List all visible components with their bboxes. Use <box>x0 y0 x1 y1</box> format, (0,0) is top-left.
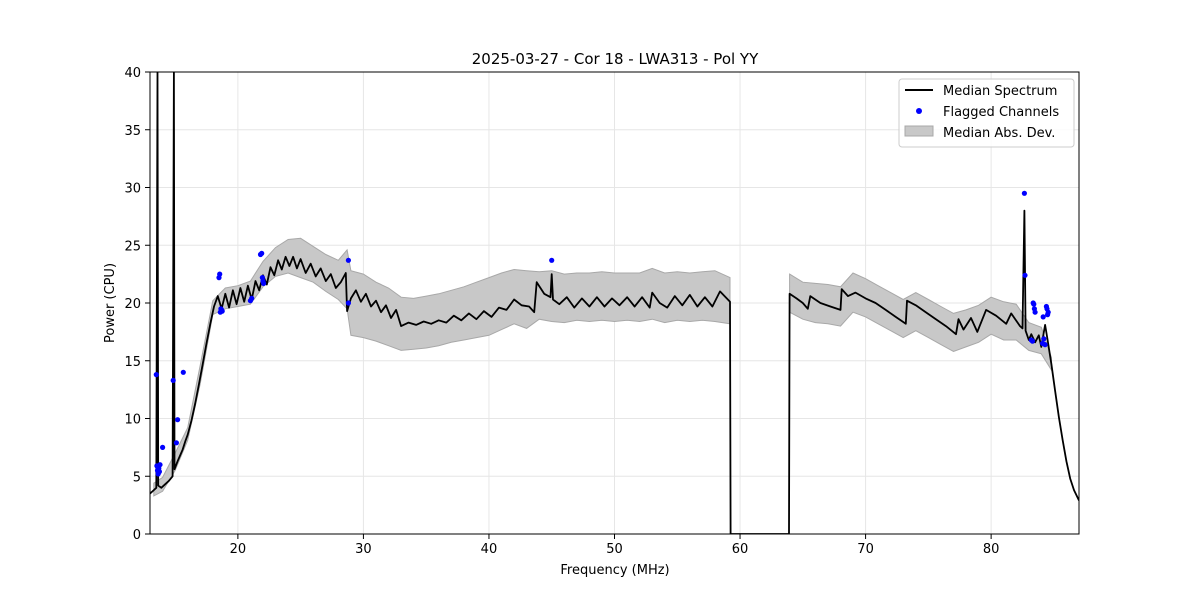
flagged-channel-point <box>259 250 265 256</box>
flagged-channel-point <box>1032 309 1038 315</box>
x-tick-label: 60 <box>732 542 749 557</box>
legend-flagged-swatch <box>916 108 922 114</box>
legend-median-label: Median Spectrum <box>943 84 1057 99</box>
flagged-channel-point <box>345 257 351 263</box>
flagged-channel-point <box>1029 338 1036 344</box>
flagged-channel-point <box>217 271 223 277</box>
x-axis-label: Frequency (MHz) <box>560 563 669 578</box>
chart-title: 2025-03-27 - Cor 18 - LWA313 - Pol YY <box>472 50 759 68</box>
x-tick-label: 80 <box>983 542 1000 557</box>
flagged-channel-point <box>160 444 166 450</box>
y-tick-label: 15 <box>124 355 141 370</box>
x-tick-label: 50 <box>606 542 623 557</box>
flagged-channel-point <box>180 369 186 375</box>
flagged-channel-point <box>219 308 225 314</box>
flagged-channel-point <box>549 257 555 263</box>
flagged-channel-point <box>173 440 179 446</box>
flagged-channel-point <box>1040 314 1046 320</box>
y-axis-label: Power (CPU) <box>103 263 118 343</box>
flagged-channel-point <box>261 280 267 286</box>
flagged-channel-point <box>157 462 163 468</box>
legend: Median Spectrum Flagged Channels Median … <box>898 78 1075 148</box>
legend-flagged-label: Flagged Channels <box>943 105 1059 120</box>
y-tick-label: 30 <box>124 182 141 197</box>
y-tick-label: 25 <box>124 239 141 254</box>
x-tick-label: 40 <box>481 542 498 557</box>
flagged-channel-point <box>156 469 162 475</box>
legend-mad-swatch <box>904 125 934 137</box>
flagged-channel-point <box>1041 336 1047 342</box>
x-tick-label: 30 <box>355 542 372 557</box>
legend-box <box>898 78 1075 148</box>
plot-data <box>150 72 1079 534</box>
flagged-channel-point <box>345 300 351 306</box>
flagged-channel-point <box>249 295 255 301</box>
y-tick-label: 40 <box>124 66 141 81</box>
median-spectrum-line <box>150 72 1079 534</box>
x-tick-label: 20 <box>230 542 247 557</box>
y-tick-label: 0 <box>133 528 141 543</box>
y-tick-label: 5 <box>133 470 141 485</box>
flagged-channel-point <box>153 372 159 378</box>
legend-mad-label: Median Abs. Dev. <box>943 126 1055 141</box>
flagged-channel-point <box>1031 301 1037 307</box>
flagged-channel-point <box>1042 342 1048 348</box>
flagged-channel-point <box>1021 190 1027 196</box>
x-tick-label: 70 <box>857 542 874 557</box>
flagged-channel-point <box>170 377 176 383</box>
flagged-channel-point <box>175 417 181 423</box>
flagged-channel-point <box>1022 272 1028 278</box>
y-tick-label: 10 <box>124 413 141 428</box>
axis-ticks: 20 30 40 50 60 70 80 0 5 10 15 20 25 30 35 40 <box>124 66 999 557</box>
y-tick-label: 35 <box>124 124 141 139</box>
y-tick-label: 20 <box>124 297 141 312</box>
flagged-channel-point <box>1045 309 1051 315</box>
